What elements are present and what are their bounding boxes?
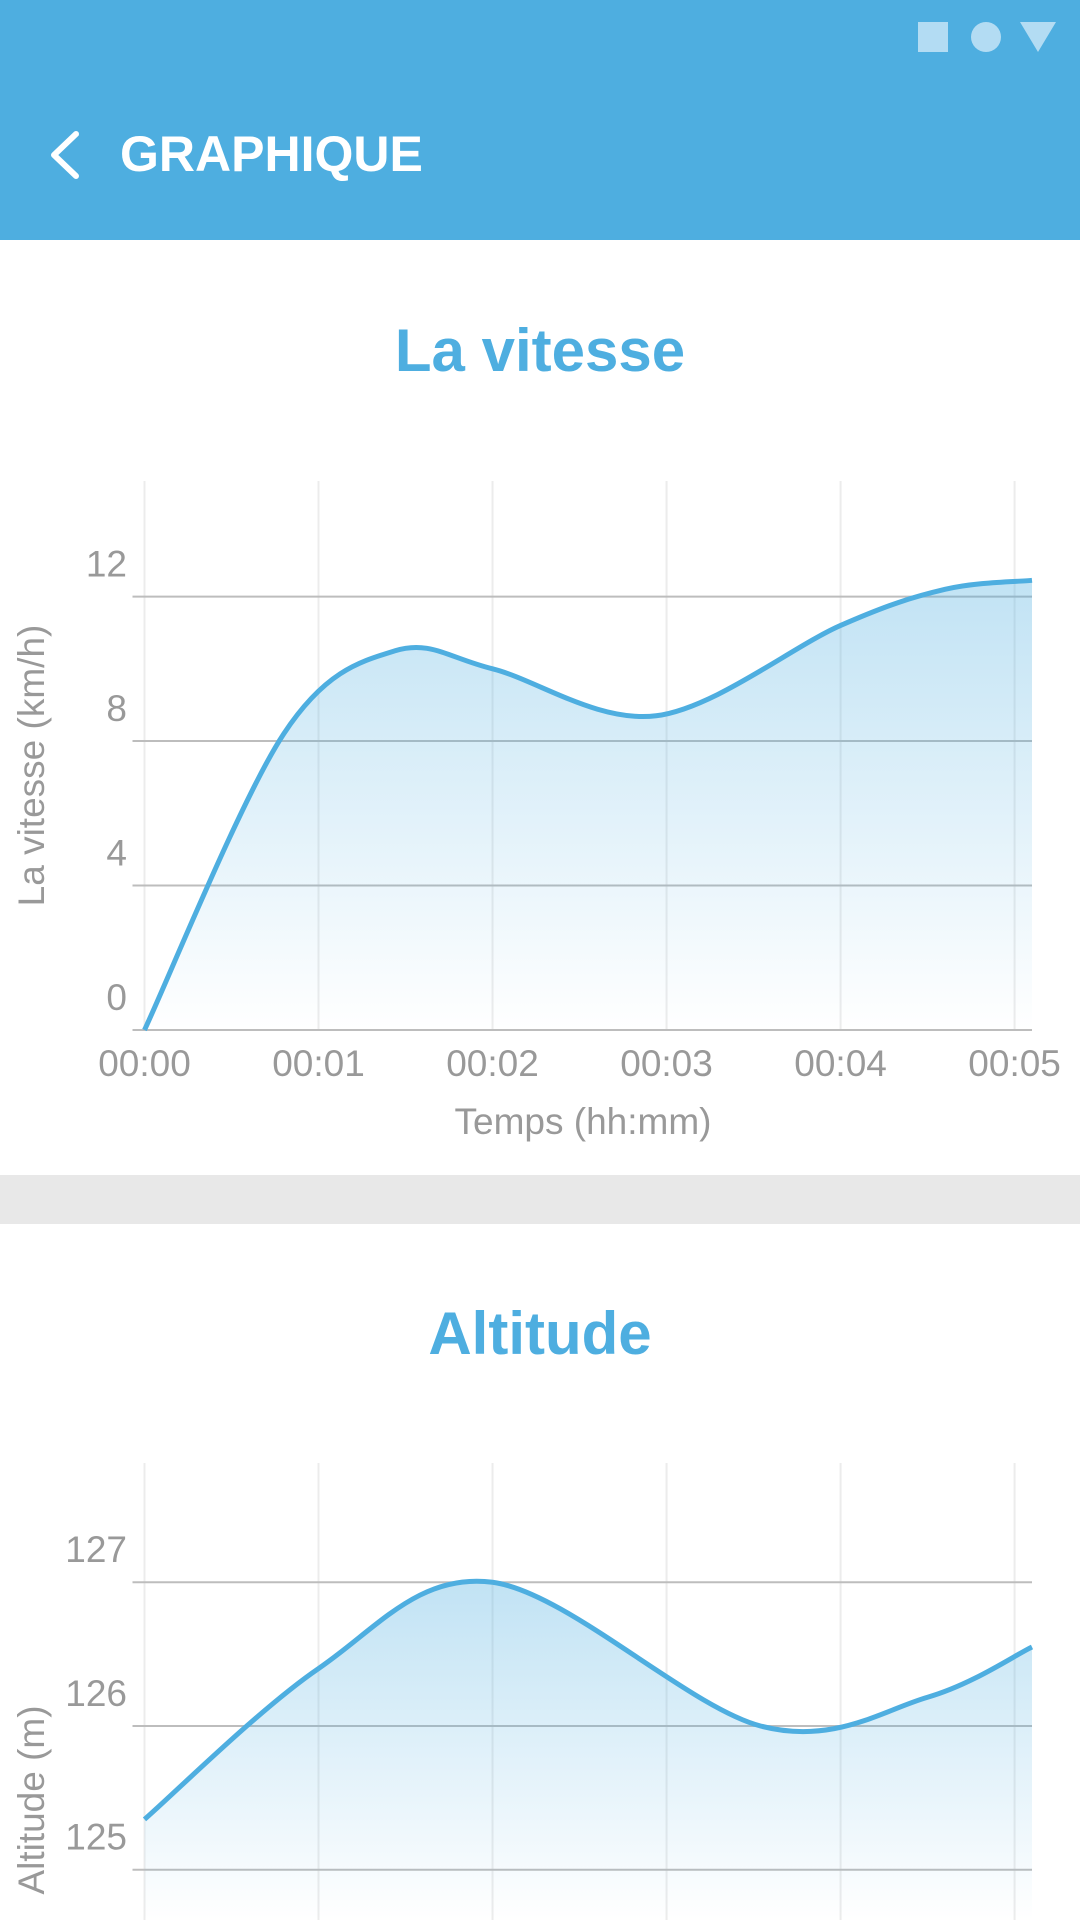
x-tick-label: 00:01: [272, 1043, 365, 1084]
square-icon: [918, 22, 948, 52]
circle-icon: [971, 22, 1001, 52]
status-icons: [51, 22, 1056, 179]
x-tick-label: 00:03: [620, 1043, 713, 1084]
y-tick-label: 8: [106, 688, 127, 729]
y-tick-label: 127: [65, 1529, 127, 1570]
y-tick-label: 125: [65, 1816, 127, 1857]
x-tick-label: 00:00: [98, 1043, 191, 1084]
speed-chart: La vitesse 00:00 00:01 00:02 00:03 00:04 00:05…: [11, 317, 1061, 1142]
line: [142, 577, 1033, 1032]
x-tick-label: 00:04: [794, 1043, 887, 1084]
area: [144, 1581, 1032, 1920]
chart-title: Altitude: [428, 1300, 651, 1367]
y-tick-label: 4: [106, 832, 127, 873]
x-tick-label: 00:02: [446, 1043, 539, 1084]
app-bar: GRAPHIQUE: [0, 0, 1080, 240]
chart-title: La vitesse: [395, 317, 685, 384]
back-button[interactable]: [51, 131, 79, 179]
y-tick-label: 126: [65, 1673, 127, 1714]
x-axis-title: Temps (hh:mm): [455, 1101, 712, 1142]
altitude-chart: Altitude 125 126 127 Altitude (m): [11, 1300, 1034, 1920]
line: [142, 1578, 1034, 1822]
y-tick-label: 12: [86, 543, 127, 584]
page-title: GRAPHIQUE: [120, 126, 423, 182]
triangle-icon: [1020, 22, 1056, 52]
y-axis-title: Altitude (m): [11, 1705, 52, 1894]
y-axis-title: La vitesse (km/h): [11, 625, 52, 907]
separator: [0, 1175, 1080, 1224]
area: [144, 580, 1032, 1030]
y-tick-label: 0: [106, 977, 127, 1018]
x-tick-label: 00:05: [968, 1043, 1061, 1084]
